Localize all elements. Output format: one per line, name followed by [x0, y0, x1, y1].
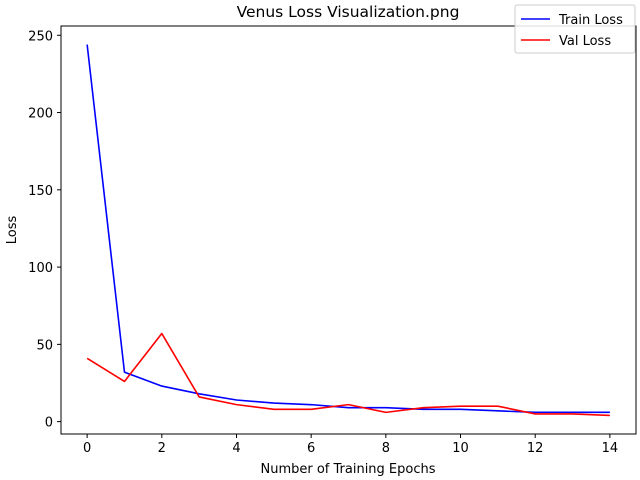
x-tick-label: 10 [452, 441, 469, 456]
legend-label-train-loss: Train Loss [558, 13, 623, 28]
x-tick-label: 6 [307, 441, 315, 456]
y-tick-label: 50 [36, 338, 53, 353]
y-tick-label: 200 [28, 107, 53, 122]
legend: Train Loss Val Loss [514, 4, 636, 54]
x-tick-label: 8 [382, 441, 390, 456]
x-tick-label: 12 [527, 441, 544, 456]
legend-box [514, 4, 636, 54]
y-axis-title: Loss [5, 216, 20, 245]
chart-title: Venus Loss Visualization.png [237, 3, 460, 21]
y-tick-label: 0 [45, 416, 53, 431]
x-axis-title: Number of Training Epochs [260, 462, 435, 477]
y-tick-label: 150 [28, 184, 53, 199]
x-axis: 0 2 4 6 8 10 12 14 [83, 434, 618, 456]
x-tick-label: 14 [602, 441, 619, 456]
y-tick-label: 250 [28, 29, 53, 44]
y-axis: 0 50 100 150 200 250 [28, 29, 61, 431]
x-tick-label: 4 [232, 441, 240, 456]
plot-frame [60, 25, 637, 435]
legend-label-val-loss: Val Loss [559, 34, 611, 49]
plot-area [86, 44, 610, 417]
x-tick-label: 0 [83, 441, 91, 456]
series-line-val-loss [86, 332, 610, 417]
x-tick-label: 2 [158, 441, 166, 456]
y-tick-label: 100 [28, 261, 53, 276]
